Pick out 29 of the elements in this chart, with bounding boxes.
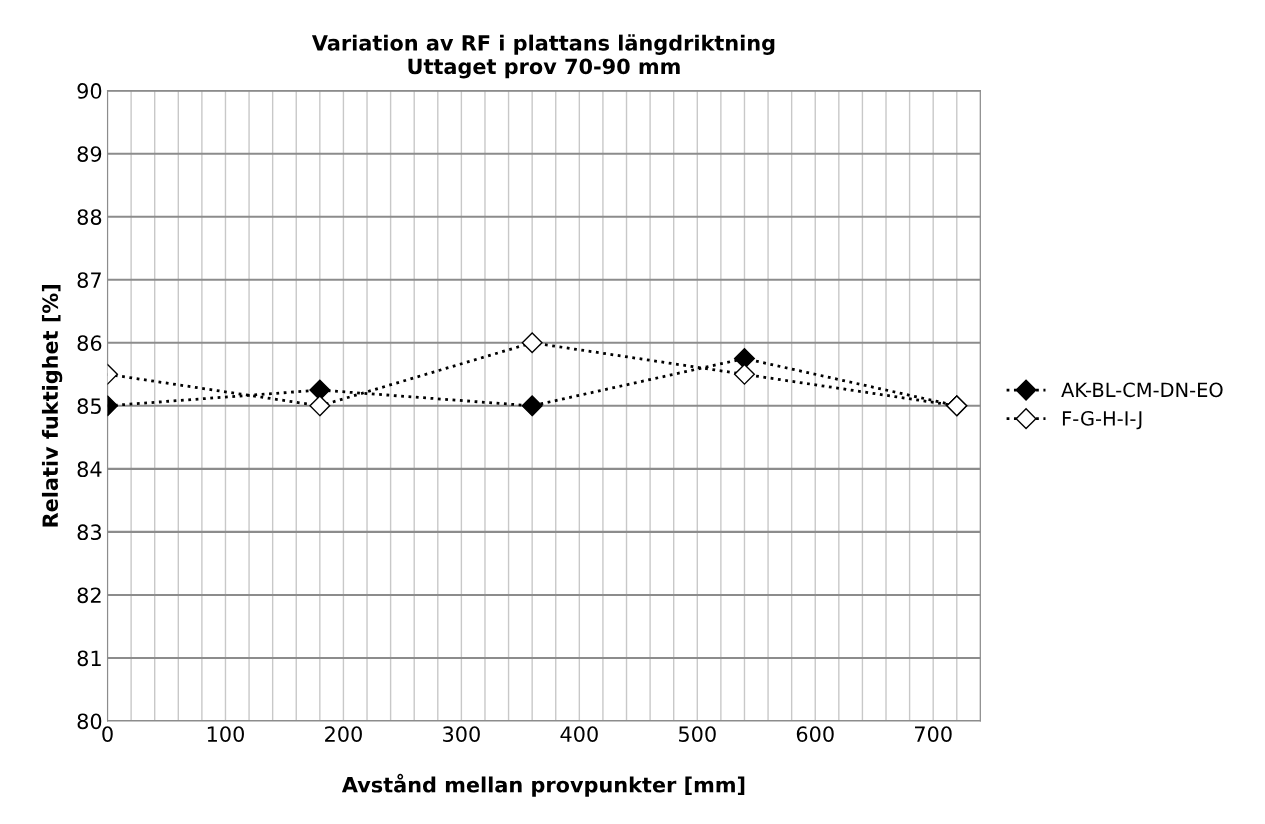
x-tick-label: 100	[207, 726, 244, 742]
y-tick-label: 84	[77, 461, 102, 478]
x-tick-label: 300	[443, 726, 480, 742]
y-tick-label: 90	[77, 83, 102, 99]
x-tick-label: 700	[915, 726, 952, 742]
legend-label: AK-BL-CM-DN-EO	[1061, 382, 1223, 398]
y-tick-label: 87	[77, 272, 101, 288]
point	[521, 332, 543, 354]
point	[733, 363, 755, 385]
y-tick-label: 86	[77, 335, 102, 351]
point	[309, 395, 331, 417]
chart-title: Variation av RF i plattans längdriktning Uttaget prov 70-90 mm	[311, 34, 775, 79]
x-tick-label: 400	[560, 726, 598, 742]
y-tick-label: 80	[77, 713, 102, 730]
y-axis-title: Relativ fuktighet [%]	[41, 285, 63, 527]
y-tick-label: 88	[77, 209, 102, 225]
y-tick-label: 89	[77, 146, 102, 162]
y-tick-label: 85	[77, 398, 101, 415]
y-tick-label: 82	[77, 587, 101, 604]
y-tick-label: 83	[77, 524, 101, 541]
point	[521, 395, 543, 417]
legend-label: F-G-H-I-J	[1062, 411, 1142, 430]
x-axis-title: Avstånd mellan provpunkter [mm]	[341, 773, 745, 797]
y-tick-label: 81	[77, 650, 101, 667]
point	[309, 379, 331, 401]
x-tick-label: 0	[102, 726, 113, 742]
x-tick-label: 500	[679, 726, 716, 742]
x-tick-label: 600	[796, 726, 834, 742]
x-tick-label: 200	[325, 726, 362, 742]
